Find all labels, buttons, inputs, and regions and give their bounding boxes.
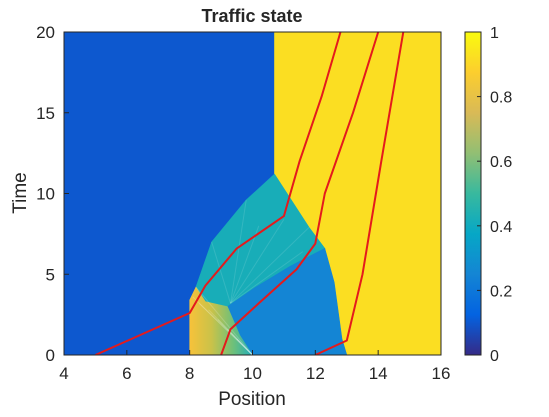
vehicle-trajectory-2 xyxy=(220,32,380,355)
chart-title: Traffic state xyxy=(201,6,302,26)
fan-ray xyxy=(236,338,253,355)
vehicle-trajectory-3 xyxy=(314,32,405,355)
colorbar-tick-label: 0.2 xyxy=(490,283,512,300)
x-tick-label: 10 xyxy=(243,364,262,383)
wave-ray xyxy=(211,241,231,304)
y-tick-label: 0 xyxy=(46,346,55,365)
y-tick-label: 15 xyxy=(36,104,55,123)
fan-ray xyxy=(227,328,253,355)
fan-ray xyxy=(208,309,253,355)
x-tick-label: 8 xyxy=(185,364,194,383)
y-axis-label: Time xyxy=(10,172,31,214)
colorbar-axis: 0 0.2 0.4 0.6 0.8 1 xyxy=(477,25,512,365)
y-tick-label: 10 xyxy=(36,185,55,204)
density-region-fan xyxy=(189,286,253,355)
colorbar-tick-label: 0.4 xyxy=(490,219,512,236)
wave-ray xyxy=(230,251,304,304)
y-axis: 0 5 10 15 20 xyxy=(36,23,69,365)
plot-area xyxy=(64,32,441,355)
fan-ray xyxy=(195,286,253,355)
wave-ray xyxy=(230,227,310,304)
x-axis: 4 6 8 10 12 14 16 xyxy=(59,350,450,383)
x-tick-label: 14 xyxy=(369,364,388,383)
fan-ray xyxy=(192,296,253,355)
colorbar-tick-label: 0.8 xyxy=(490,90,512,107)
colorbar xyxy=(464,31,482,356)
wave-ray xyxy=(230,199,247,304)
x-tick-label: 12 xyxy=(306,364,325,383)
colorbar-tick-label: 1 xyxy=(490,25,499,42)
vehicle-trajectory-1 xyxy=(94,32,342,355)
x-axis-label: Position xyxy=(218,389,286,410)
y-tick-label: 20 xyxy=(36,23,55,42)
wave-ray xyxy=(230,225,260,304)
x-tick-label: 16 xyxy=(432,364,451,383)
colorbar-tick-label: 0.6 xyxy=(490,154,512,171)
fan-ray xyxy=(217,319,253,355)
fan-ray xyxy=(198,302,253,355)
x-tick-label: 4 xyxy=(59,364,68,383)
x-tick-label: 6 xyxy=(122,364,131,383)
colorbar-tick-label: 0 xyxy=(490,348,499,365)
wave-ray xyxy=(230,219,285,304)
y-tick-label: 5 xyxy=(46,265,55,284)
